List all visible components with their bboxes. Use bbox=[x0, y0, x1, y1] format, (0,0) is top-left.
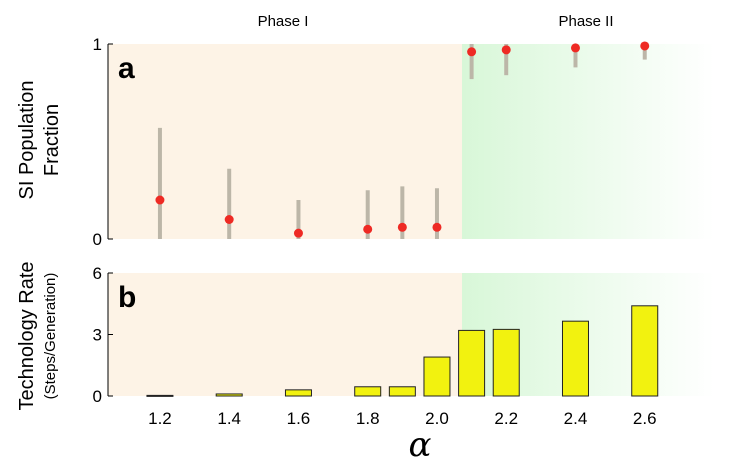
xtick-label-4: 2.0 bbox=[425, 409, 449, 428]
x-axis-label: α bbox=[409, 425, 432, 463]
panel-a-ytick-label-0: 0 bbox=[93, 230, 102, 249]
phase-2-label: Phase II bbox=[558, 13, 613, 30]
panel-a-ylabel-line2: Fraction bbox=[41, 104, 63, 176]
panel-b-ylabel-line1: Technology Rate bbox=[16, 262, 38, 411]
panel-b-letter: b bbox=[118, 281, 136, 314]
data-point-9 bbox=[640, 41, 650, 51]
panel-b-bars bbox=[146, 305, 659, 397]
phase-1-label: Phase I bbox=[258, 13, 309, 30]
bar-2 bbox=[284, 389, 312, 397]
data-point-3 bbox=[363, 224, 373, 234]
xtick-label-1: 1.4 bbox=[217, 409, 241, 428]
panel-b-ylabel-line2: (Steps/Generation) bbox=[42, 273, 59, 400]
bar-1 bbox=[215, 393, 243, 397]
data-point-8 bbox=[570, 43, 580, 53]
panel-a-phase2-bg bbox=[462, 44, 714, 239]
bar-4 bbox=[388, 386, 416, 397]
xtick-label-3: 1.8 bbox=[356, 409, 380, 428]
bar-7 bbox=[492, 328, 520, 397]
panel-a-y-ticks: 01 bbox=[93, 35, 113, 249]
xtick-label-0: 1.2 bbox=[148, 409, 172, 428]
data-point-7 bbox=[501, 45, 511, 55]
bar-5 bbox=[423, 356, 451, 397]
bar-9 bbox=[631, 305, 659, 397]
panel-a-letter: a bbox=[118, 52, 135, 85]
data-point-4 bbox=[397, 222, 407, 232]
panel-b-x-ticks: 1.2 1.4 1.6 1.8 2.0 2.2 2.4 2.6 bbox=[148, 409, 656, 428]
xtick-label-5: 2.2 bbox=[494, 409, 518, 428]
xtick-label-6: 2.4 bbox=[564, 409, 588, 428]
data-point-5 bbox=[432, 222, 442, 232]
panel-a: 01 a Phase I Phase II SI Population Frac… bbox=[16, 13, 714, 249]
data-point-0 bbox=[155, 195, 165, 205]
panel-a-ylabel-line1: SI Population bbox=[16, 81, 38, 200]
panel-b: 0 3 6 1.2 1.4 1.6 1.8 2.0 2.2 2.4 2.6 b Technolog… bbox=[16, 262, 714, 463]
data-point-1 bbox=[224, 215, 234, 224]
data-point-2 bbox=[293, 228, 303, 238]
bar-3 bbox=[354, 386, 382, 397]
panel-b-ytick-label-2: 6 bbox=[93, 264, 102, 283]
xtick-label-7: 2.6 bbox=[633, 409, 657, 428]
bar-6 bbox=[458, 329, 486, 397]
panel-b-y-ticks: 0 3 6 bbox=[93, 264, 113, 406]
xtick-label-2: 1.6 bbox=[287, 409, 311, 428]
panel-a-points bbox=[155, 41, 650, 238]
bar-8 bbox=[561, 320, 589, 397]
panel-b-ytick-label-1: 3 bbox=[93, 326, 102, 345]
data-point-6 bbox=[467, 47, 477, 57]
panel-a-ytick-label-1: 1 bbox=[93, 35, 102, 54]
bar-0 bbox=[146, 394, 174, 397]
panel-b-ytick-label-0: 0 bbox=[93, 387, 102, 406]
panel-b-phase1-bg bbox=[108, 273, 462, 396]
